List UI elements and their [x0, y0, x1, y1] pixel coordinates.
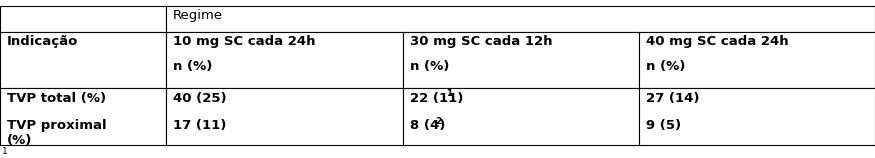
Text: n (%): n (%) [173, 60, 213, 73]
Text: n (%): n (%) [646, 60, 685, 73]
Bar [0, 88, 166, 145]
Bar [166, 6, 875, 32]
Text: 27 (14): 27 (14) [646, 92, 699, 105]
Text: 17 (11): 17 (11) [173, 119, 227, 132]
Text: Regime: Regime [173, 9, 223, 22]
Bar [639, 88, 875, 145]
Text: 1: 1 [445, 89, 452, 98]
Text: 40 mg SC cada 24h: 40 mg SC cada 24h [646, 35, 788, 48]
Bar [166, 88, 402, 145]
Text: 22 (11): 22 (11) [410, 92, 463, 105]
Text: 40 (25): 40 (25) [173, 92, 227, 105]
Text: 9 (5): 9 (5) [646, 119, 681, 132]
Bar [0, 32, 166, 88]
Text: n (%): n (%) [410, 60, 449, 73]
Text: TVP proximal
(%): TVP proximal (%) [7, 119, 107, 147]
Text: 8 (4): 8 (4) [410, 119, 444, 132]
Text: 1: 1 [2, 147, 8, 156]
Text: 10 mg SC cada 24h: 10 mg SC cada 24h [173, 35, 316, 48]
Bar [166, 32, 402, 88]
Text: TVP total (%): TVP total (%) [7, 92, 106, 105]
Text: 30 mg SC cada 12h: 30 mg SC cada 12h [410, 35, 552, 48]
Text: Indicação: Indicação [7, 35, 79, 48]
Bar [639, 32, 875, 88]
Text: 2: 2 [435, 116, 442, 125]
Bar [0, 6, 166, 32]
Bar [402, 88, 639, 145]
Bar [402, 32, 639, 88]
